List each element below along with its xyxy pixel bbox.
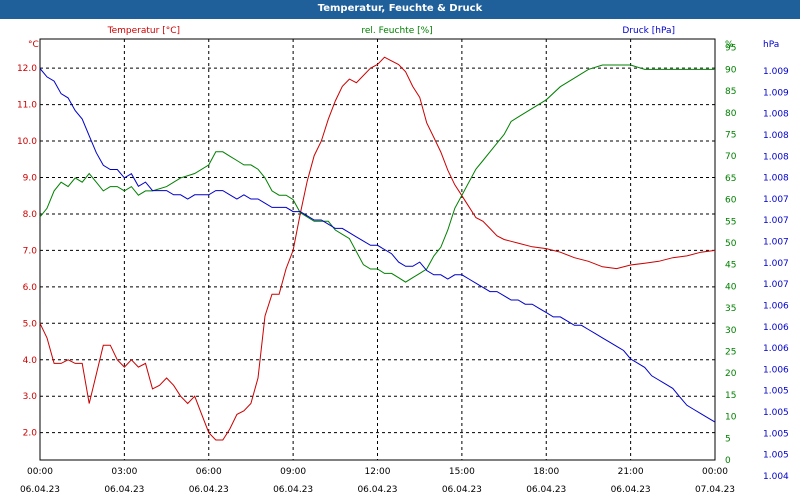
- x-tick-time: 03:00: [111, 467, 137, 477]
- y-tick-humidity: 50: [725, 239, 737, 249]
- x-tick-date: 06.04.23: [104, 485, 144, 495]
- axes: 00:00 06.04.23 03:00 06.04.23 06:00 06.04.23 0…: [17, 44, 789, 495]
- x-tick-date: 07.04.23: [695, 485, 735, 495]
- y-tick-pressure: 1.008: [763, 174, 789, 184]
- y-tick-pressure: 1.008: [763, 152, 789, 162]
- y-tick-humidity: 95: [725, 44, 736, 54]
- y-tick-temperature: 8.0: [23, 210, 38, 220]
- chart-background: [0, 19, 800, 500]
- y-tick-pressure: 1.007: [763, 195, 789, 205]
- y-tick-humidity: 85: [725, 87, 736, 97]
- y-tick-pressure: 1.006: [763, 344, 789, 354]
- legend-pressure: Druck [hPa]: [622, 26, 675, 36]
- x-tick-time: 18:00: [533, 467, 559, 477]
- y-tick-pressure: 1.006: [763, 365, 789, 375]
- y-tick-humidity: 25: [725, 347, 736, 357]
- unit-pressure: hPa: [763, 40, 779, 50]
- y-tick-temperature: 12.0: [17, 64, 37, 74]
- chart-area: 00:00 06.04.23 03:00 06.04.23 06:00 06.04.23 0…: [0, 19, 800, 500]
- y-tick-pressure: 1.004: [763, 472, 789, 482]
- y-tick-temperature: 5.0: [23, 319, 38, 329]
- x-tick-date: 06.04.23: [611, 485, 651, 495]
- y-tick-humidity: 30: [725, 326, 737, 336]
- y-tick-humidity: 55: [725, 217, 736, 227]
- y-tick-pressure: 1.006: [763, 323, 789, 333]
- y-tick-temperature: 2.0: [23, 429, 38, 439]
- y-tick-humidity: 45: [725, 261, 736, 271]
- y-tick-humidity: 15: [725, 391, 736, 401]
- series-lines: [39, 56, 716, 441]
- x-tick-date: 06.04.23: [189, 485, 229, 495]
- y-tick-temperature: 11.0: [17, 101, 37, 111]
- y-tick-pressure: 1.005: [763, 429, 789, 439]
- y-tick-humidity: 90: [725, 65, 737, 75]
- y-tick-temperature: 9.0: [23, 174, 38, 184]
- y-tick-pressure: 1.008: [763, 131, 789, 141]
- unit-humidity: %: [725, 40, 734, 50]
- y-tick-humidity: 35: [725, 304, 736, 314]
- x-tick-date: 06.04.23: [442, 485, 482, 495]
- x-tick-date: 06.04.23: [20, 485, 60, 495]
- y-tick-pressure: 1.007: [763, 259, 789, 269]
- x-tick-date: 06.04.23: [357, 485, 397, 495]
- y-tick-temperature: 3.0: [23, 392, 38, 402]
- unit-temperature: °C: [28, 40, 39, 50]
- y-tick-temperature: 6.0: [23, 283, 38, 293]
- y-tick-humidity: 5: [725, 434, 731, 444]
- y-tick-pressure: 1.007: [763, 238, 789, 248]
- x-tick-time: 09:00: [280, 467, 306, 477]
- y-tick-pressure: 1.005: [763, 408, 789, 418]
- x-tick-date: 06.04.23: [273, 485, 313, 495]
- y-tick-pressure: 1.005: [763, 451, 789, 461]
- y-tick-humidity: 60: [725, 196, 737, 206]
- x-tick-time: 00:00: [27, 467, 53, 477]
- y-tick-pressure: 1.008: [763, 110, 789, 120]
- plot-frame: [39, 38, 716, 461]
- y-tick-humidity: 80: [725, 109, 737, 119]
- y-tick-humidity: 10: [725, 413, 737, 423]
- pressure-line: [39, 68, 716, 423]
- x-tick-time: 06:00: [196, 467, 222, 477]
- y-tick-humidity: 75: [725, 130, 736, 140]
- x-tick-date: 06.04.23: [526, 485, 566, 495]
- y-tick-humidity: 0: [725, 456, 731, 466]
- y-tick-temperature: 4.0: [23, 356, 38, 366]
- y-tick-pressure: 1.007: [763, 216, 789, 226]
- y-tick-pressure: 1.005: [763, 387, 789, 397]
- x-tick-time: 21:00: [618, 467, 644, 477]
- y-tick-pressure: 1.009: [763, 88, 789, 98]
- y-tick-humidity: 40: [725, 282, 737, 292]
- legend-humidity: rel. Feuchte [%]: [361, 26, 432, 36]
- legend-temperature: Temperatur [°C]: [107, 26, 180, 36]
- temperature-line: [39, 56, 716, 441]
- chart-svg: 00:00 06.04.23 03:00 06.04.23 06:00 06.04.23 0…: [0, 19, 800, 500]
- y-tick-humidity: 65: [725, 174, 736, 184]
- humidity-line: [39, 64, 715, 283]
- y-tick-pressure: 1.009: [763, 67, 789, 77]
- y-tick-temperature: 7.0: [23, 246, 38, 256]
- y-tick-humidity: 70: [725, 152, 737, 162]
- y-tick-pressure: 1.006: [763, 301, 789, 311]
- x-tick-time: 12:00: [365, 467, 391, 477]
- y-tick-temperature: 10.0: [17, 137, 37, 147]
- chart-title: Temperatur, Feuchte & Druck: [0, 0, 800, 19]
- grid-lines: [40, 39, 715, 460]
- y-tick-pressure: 1.007: [763, 280, 789, 290]
- y-tick-humidity: 20: [725, 369, 737, 379]
- x-tick-time: 15:00: [449, 467, 475, 477]
- x-tick-time: 00:00: [702, 467, 728, 477]
